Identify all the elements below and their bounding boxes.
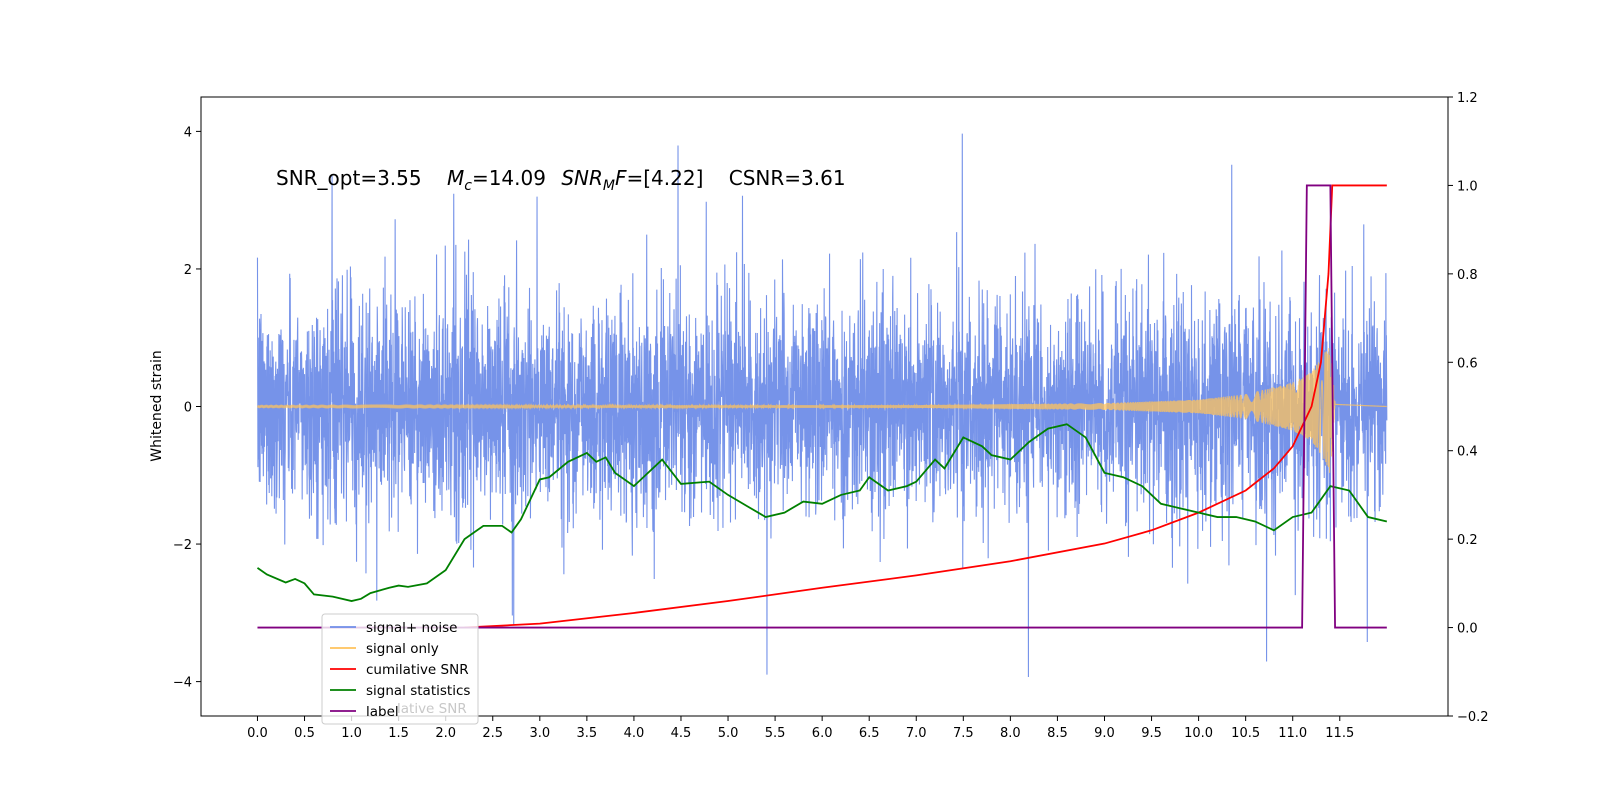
- x-tick-label: 3.0: [529, 726, 550, 741]
- annotation-snrmf-sub: M: [603, 178, 615, 194]
- signal-only-line: [256, 348, 1387, 473]
- chart-annotation: SNR_opt=3.55 Mc=14.09 SNRMF=[4.22] CSNR=…: [276, 166, 846, 194]
- x-tick-label: 4.5: [671, 726, 692, 741]
- y-right-tick-label: 0.8: [1457, 268, 1478, 283]
- annotation-snrmf-value: =[4.22]: [627, 166, 704, 190]
- annotation-snr-opt: SNR_opt=3.55: [276, 166, 422, 190]
- y-right-tick-label: 1.0: [1457, 179, 1478, 194]
- x-tick-label: 6.5: [859, 726, 880, 741]
- annotation-mc-value: =14.09: [472, 166, 546, 190]
- y-right-tick-label: 0.2: [1457, 533, 1478, 548]
- y-right-tick-label: −0.2: [1457, 710, 1489, 725]
- legend: lative SNR signal+ noise signal only cumil…: [321, 613, 479, 725]
- y-left-axis-label: Whitened strain: [149, 350, 165, 461]
- y-right-tick-label: 0.0: [1457, 622, 1478, 637]
- right-axis-series: [256, 184, 1388, 629]
- x-tick-label: 6.0: [812, 726, 833, 741]
- y-left-tick-label: −2: [173, 538, 192, 553]
- x-tick-label: 8.5: [1047, 726, 1068, 741]
- y-right-tick-label: 0.4: [1457, 445, 1478, 460]
- x-tick-label: 9.5: [1141, 726, 1162, 741]
- annotation-csnr: CSNR=3.61: [729, 166, 846, 190]
- y-left-tick-label: 2: [184, 263, 192, 278]
- series-signal-only: [256, 348, 1387, 473]
- x-tick-label: 10.5: [1231, 726, 1260, 741]
- x-tick-label: 2.5: [482, 726, 503, 741]
- legend-label: signal statistics: [366, 683, 470, 699]
- x-tick-label: 7.5: [953, 726, 974, 741]
- x-tick-label: 9.0: [1094, 726, 1115, 741]
- y-right-tick-label: 0.6: [1457, 356, 1478, 371]
- x-axis-ticks: 0.0 0.5 1.0 1.5 2.0 2.5 3.0 3.5 4.0 4.5 5.0 5.5 6.0 6…: [247, 716, 1354, 741]
- svg-text:SNR_opt=3.55 Mc=14.09: SNR_opt=3.55 Mc=14.09 SNRMF=[4.22] CSNR=…: [276, 166, 846, 194]
- legend-label: cumilative SNR: [366, 662, 469, 678]
- x-tick-label: 5.0: [718, 726, 739, 741]
- x-tick-label: 3.5: [577, 726, 598, 741]
- legend-overlapped-text: lative SNR: [397, 701, 467, 717]
- legend-label: signal only: [366, 641, 439, 657]
- legend-box: [321, 613, 479, 725]
- y-left-tick-label: 4: [184, 125, 192, 140]
- x-tick-label: 4.0: [624, 726, 645, 741]
- y-right-axis-ticks: −0.2 0.0 0.2 0.4 0.6 0.8 1.0 1.2: [1448, 91, 1489, 725]
- signal-noise-line: [256, 133, 1388, 678]
- annotation-mc-symbol: M: [447, 166, 464, 190]
- x-tick-label: 10.0: [1184, 726, 1213, 741]
- x-tick-label: 0.0: [247, 726, 268, 741]
- x-tick-label: 7.0: [906, 726, 927, 741]
- y-left-axis-ticks: −4 −2 0 2 4: [173, 125, 201, 691]
- x-tick-label: 11.0: [1278, 726, 1307, 741]
- legend-label: label: [366, 704, 399, 720]
- annotation-snrmf-f: F: [615, 166, 627, 190]
- annotation-mc-sub: c: [464, 178, 472, 194]
- x-tick-label: 2.0: [435, 726, 456, 741]
- legend-label: signal+ noise: [366, 620, 457, 636]
- x-tick-label: 8.0: [1000, 726, 1021, 741]
- y-right-tick-label: 1.2: [1457, 91, 1478, 106]
- y-left-tick-label: 0: [184, 401, 192, 416]
- x-tick-label: 5.5: [765, 726, 786, 741]
- y-left-tick-label: −4: [173, 676, 192, 691]
- x-tick-label: 1.0: [341, 726, 362, 741]
- series-cumilative-snr-line: [464, 184, 1387, 629]
- x-tick-label: 1.5: [388, 726, 409, 741]
- series-label-line: [257, 184, 1387, 629]
- x-tick-label: 0.5: [294, 726, 315, 741]
- x-tick-label: 11.5: [1325, 726, 1354, 741]
- series-signal-statistics-line: [256, 423, 1388, 602]
- annotation-snrmf-symbol: SNR: [561, 166, 603, 190]
- series-signal-noise: [256, 133, 1388, 678]
